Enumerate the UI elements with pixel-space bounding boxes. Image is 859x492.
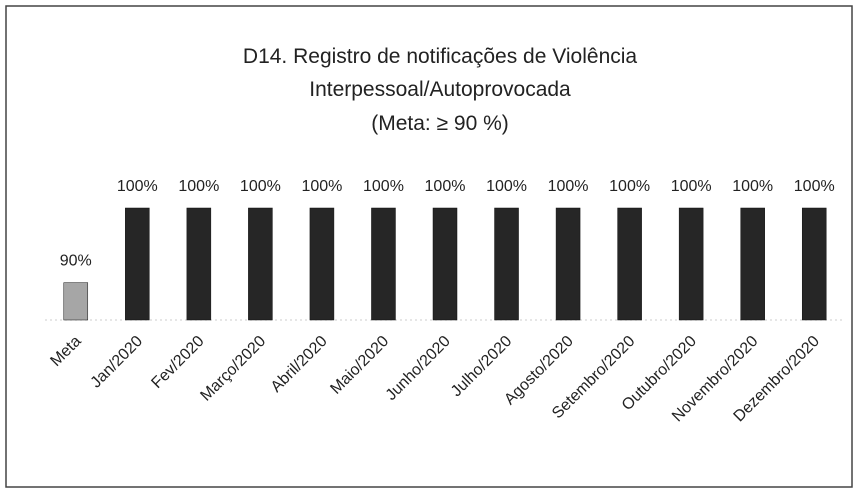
x-tick-label: Maio/2020 — [327, 333, 392, 398]
data-label: 100% — [548, 178, 589, 195]
x-tick-label: Fev/2020 — [148, 333, 207, 392]
bar — [309, 207, 335, 321]
bar — [740, 207, 765, 321]
bar — [617, 207, 642, 321]
chart-subtitle: (Meta: ≥ 90 %) — [371, 112, 509, 135]
x-tick-label: Meta — [47, 333, 84, 370]
x-tick-label: Julho/2020 — [448, 333, 515, 400]
bar — [186, 207, 212, 321]
bar — [555, 207, 581, 321]
x-tick-label: Jan/2020 — [88, 333, 147, 392]
data-label: 100% — [794, 178, 835, 195]
data-label: 100% — [178, 178, 219, 195]
bar — [432, 207, 458, 321]
bar — [371, 207, 396, 321]
data-label: 100% — [425, 178, 466, 195]
data-label: 100% — [671, 178, 712, 195]
x-tick-label: Abril/2020 — [268, 333, 331, 396]
chart-border — [5, 5, 853, 488]
data-label: 100% — [609, 178, 650, 195]
data-label: 100% — [117, 178, 158, 195]
data-label: 100% — [240, 178, 281, 195]
data-label: 100% — [301, 178, 342, 195]
bar — [63, 282, 89, 321]
chart-title: D14. Registro de notificações de Violênc… — [242, 45, 638, 101]
bar — [125, 207, 150, 321]
data-label: 90% — [60, 253, 92, 270]
x-tick-label: Março/2020 — [197, 333, 269, 405]
data-label: 100% — [363, 178, 404, 195]
bar — [494, 207, 519, 321]
x-tick-label: Junho/2020 — [383, 333, 454, 404]
data-label: 100% — [486, 178, 527, 195]
data-label: 100% — [732, 178, 773, 195]
bar — [678, 207, 704, 321]
bar — [248, 207, 273, 321]
bar — [801, 207, 827, 321]
